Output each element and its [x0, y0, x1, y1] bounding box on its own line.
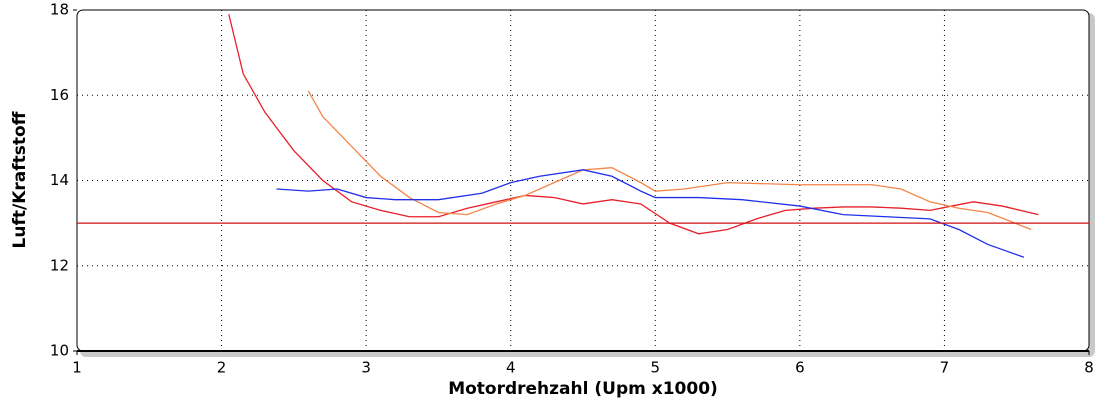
x-tick-label: 6 [795, 359, 805, 377]
y-tick-label: 18 [50, 1, 69, 19]
y-axis-title: Luft/Kraftstoff [10, 111, 30, 248]
x-tick-label: 7 [940, 359, 950, 377]
x-tick-label: 2 [217, 359, 227, 377]
x-tick-label: 5 [651, 359, 661, 377]
y-tick-label: 12 [50, 256, 69, 274]
y-tick-label: 10 [50, 342, 69, 360]
y-tick-label: 14 [50, 171, 69, 189]
x-tick-label: 1 [72, 359, 82, 377]
data-line [307, 90, 1032, 231]
y-tick-label: 16 [50, 86, 69, 104]
data-line [276, 169, 1025, 258]
x-axis-title: Motordrehzahl (Upm x1000) [448, 379, 718, 399]
data-line [228, 14, 1039, 235]
x-tick-label: 8 [1084, 359, 1094, 377]
x-tick-label: 4 [506, 359, 516, 377]
x-tick-label: 3 [361, 359, 371, 377]
